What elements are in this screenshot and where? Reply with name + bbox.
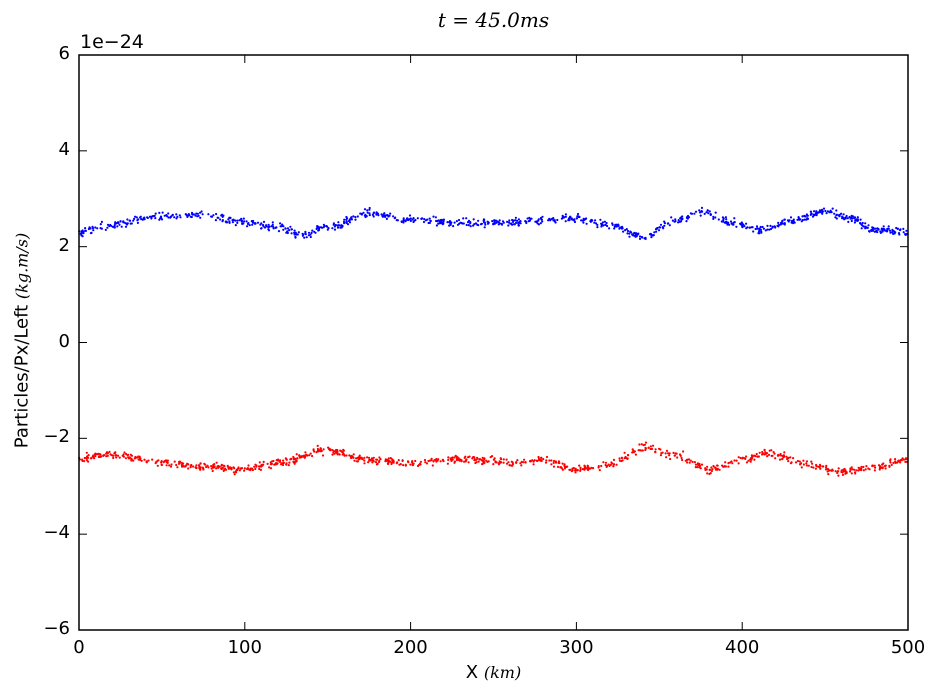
y-offset-label: 1e−24 [80, 31, 144, 53]
y-tick-label: 2 [58, 234, 70, 256]
x-axis-unit: (km) [483, 663, 522, 682]
x-axis-label: X (km) [0, 662, 940, 683]
axis-ticks [78, 54, 909, 631]
x-axis-label-text: X [465, 662, 479, 683]
chart-title: t = 45.0ms [437, 8, 550, 32]
y-tick-label: 4 [58, 138, 70, 160]
x-tick-label: 500 [890, 637, 926, 658]
plot-frame [78, 54, 909, 631]
x-tick-label: 200 [393, 637, 428, 658]
y-tick-label: 0 [58, 330, 70, 352]
y-tick-label: −2 [43, 426, 70, 448]
x-tick-label: 0 [73, 637, 85, 658]
y-tick-label: −4 [43, 522, 70, 544]
x-tick-label: 400 [725, 637, 760, 658]
y-tick-label: 6 [58, 43, 70, 64]
data-points [78, 206, 909, 477]
x-tick-label: 300 [559, 637, 594, 658]
y-tick-label: −6 [43, 618, 70, 639]
x-tick-label: 100 [227, 637, 262, 658]
